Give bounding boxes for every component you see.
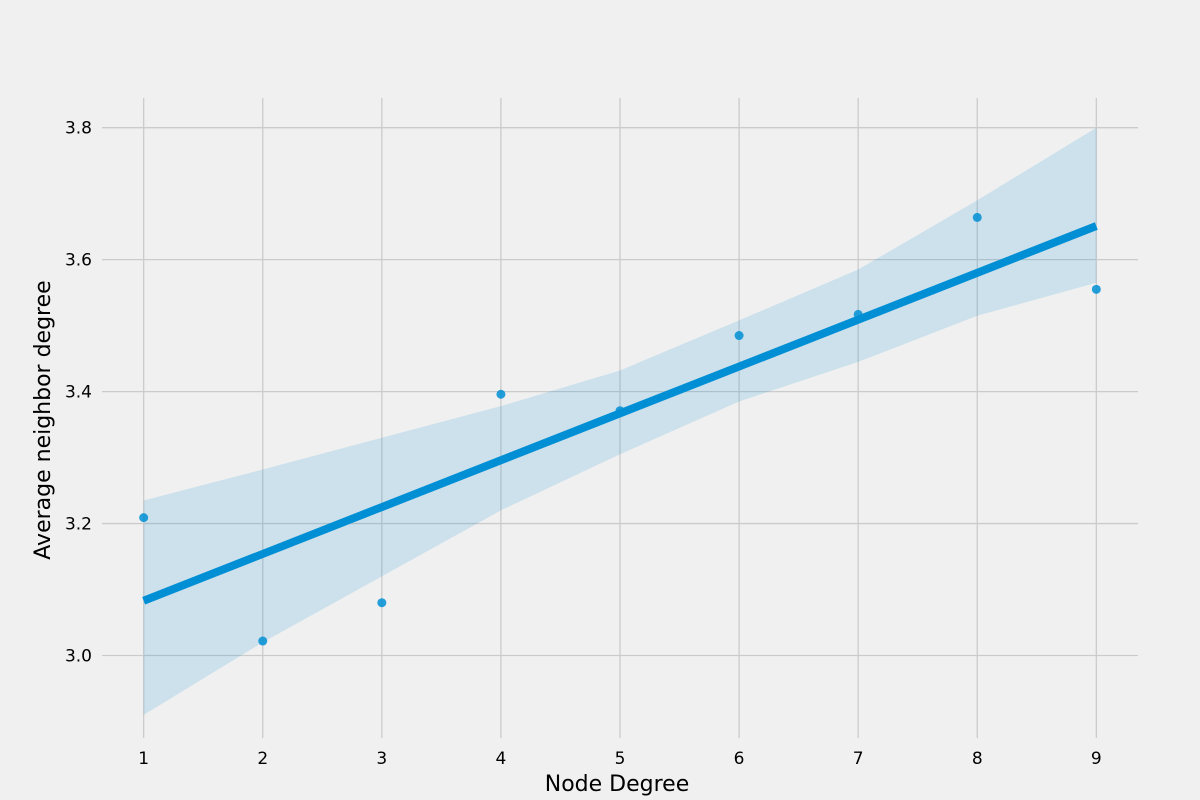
y-tick-label: 3.8 <box>65 119 92 139</box>
confidence-band-layer <box>143 127 1097 715</box>
y-tick-label: 3.0 <box>65 647 92 667</box>
data-point <box>139 513 149 523</box>
data-point <box>377 598 387 608</box>
x-tick-label: 2 <box>257 749 268 769</box>
x-tick-label: 8 <box>972 749 983 769</box>
x-tick-label: 9 <box>1091 749 1102 769</box>
data-point <box>972 212 982 222</box>
y-tick-label: 3.4 <box>65 383 92 403</box>
data-point <box>1091 284 1101 294</box>
data-point <box>853 309 863 319</box>
data-point <box>496 389 506 399</box>
grid-lines <box>102 98 1138 738</box>
x-tick-label: 5 <box>615 749 626 769</box>
confidence-band <box>143 127 1097 715</box>
data-point <box>258 636 268 646</box>
data-point <box>615 406 625 416</box>
x-tick-label: 3 <box>376 749 387 769</box>
x-tick-label: 4 <box>496 749 507 769</box>
y-tick-label: 3.2 <box>65 515 92 535</box>
data-points <box>139 212 1101 646</box>
y-axis-label: Average neighbor degree <box>31 280 56 559</box>
x-tick-label: 6 <box>734 749 745 769</box>
x-tick-label: 1 <box>138 749 149 769</box>
y-tick-label: 3.6 <box>65 251 92 271</box>
x-tick-labels: 1 2 3 4 5 6 7 8 9 <box>138 749 1101 769</box>
data-point <box>734 331 744 341</box>
y-tick-labels: 3.0 3.2 3.4 3.6 3.8 <box>65 119 92 667</box>
x-axis-label: Node Degree <box>545 772 689 797</box>
x-tick-label: 7 <box>853 749 864 769</box>
